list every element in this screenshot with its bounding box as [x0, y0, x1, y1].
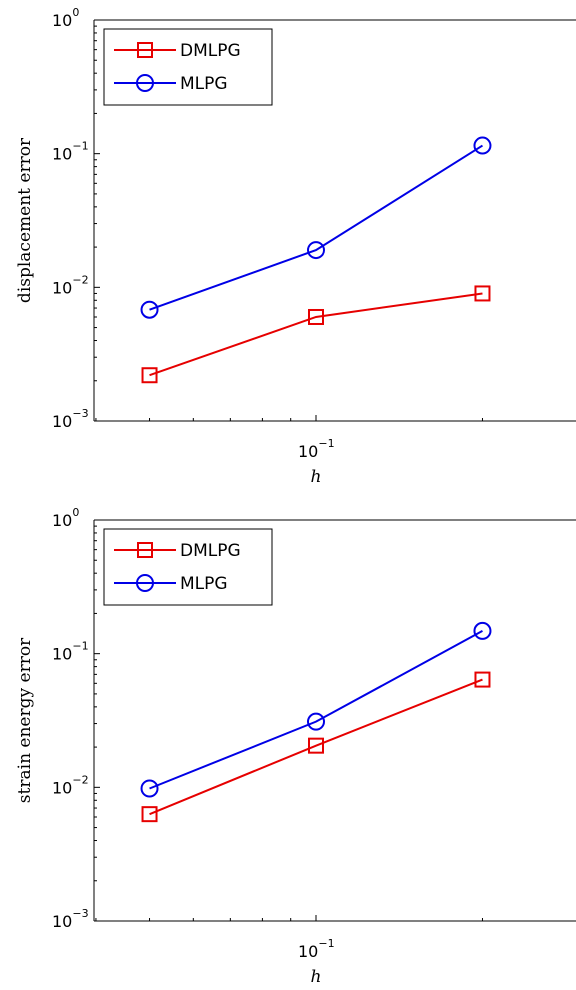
legend: DMLPG MLPG [103, 528, 273, 606]
x-axis-label: h [311, 967, 322, 987]
series-line-mlpg [149, 144, 484, 311]
data-point-dmlpg [141, 806, 158, 823]
data-point-mlpg [473, 621, 492, 640]
y-tick-label: 100 [52, 506, 79, 530]
y-axis-label: strain energy error [15, 637, 35, 803]
data-point-dmlpg [474, 285, 491, 302]
series-line-dmlpg [149, 292, 483, 377]
legend: DMLPG MLPG [103, 28, 273, 106]
y-axis-label: displacement error [15, 137, 35, 303]
x-tick-label: 10−1 [298, 937, 335, 961]
data-point-mlpg [140, 779, 159, 798]
y-tick-label: 10−3 [52, 407, 89, 431]
series-line-mlpg [149, 630, 483, 790]
legend-marker-circle [136, 74, 154, 92]
legend-marker-square [137, 42, 153, 58]
legend-label-mlpg: MLPG [180, 574, 228, 594]
legend-marker-square [137, 542, 153, 558]
legend-box [103, 528, 273, 606]
y-tick-label: 10−2 [52, 773, 89, 797]
chart-panel-2: 100 10−1 10−2 10−3 10−1 h strain energy error D… [15, 506, 576, 987]
legend-label-dmlpg: DMLPG [180, 541, 241, 561]
data-point-mlpg [473, 136, 492, 155]
y-tick-label: 10−2 [52, 273, 89, 297]
legend-label-dmlpg: DMLPG [180, 41, 241, 61]
legend-label-mlpg: MLPG [180, 74, 228, 94]
data-point-dmlpg [308, 308, 324, 325]
data-point-mlpg [307, 712, 325, 731]
series-line-dmlpg [149, 678, 483, 816]
data-point-dmlpg [141, 367, 158, 384]
data-point-mlpg [307, 241, 325, 260]
data-point-dmlpg [474, 671, 491, 688]
y-tick-label: 100 [52, 6, 79, 30]
legend-box [103, 28, 273, 106]
legend-marker-circle [136, 574, 154, 592]
data-point-dmlpg [308, 737, 324, 754]
x-axis-label: h [311, 467, 322, 487]
y-tick-label: 10−3 [52, 907, 89, 931]
y-tick-label: 10−1 [52, 140, 89, 164]
y-tick-label: 10−1 [52, 640, 89, 664]
data-point-mlpg [140, 300, 159, 319]
chart-panel-1: 100 10−1 10−2 10−3 10−1 h displacement error DM… [15, 6, 576, 487]
x-tick-label: 10−1 [298, 437, 335, 461]
